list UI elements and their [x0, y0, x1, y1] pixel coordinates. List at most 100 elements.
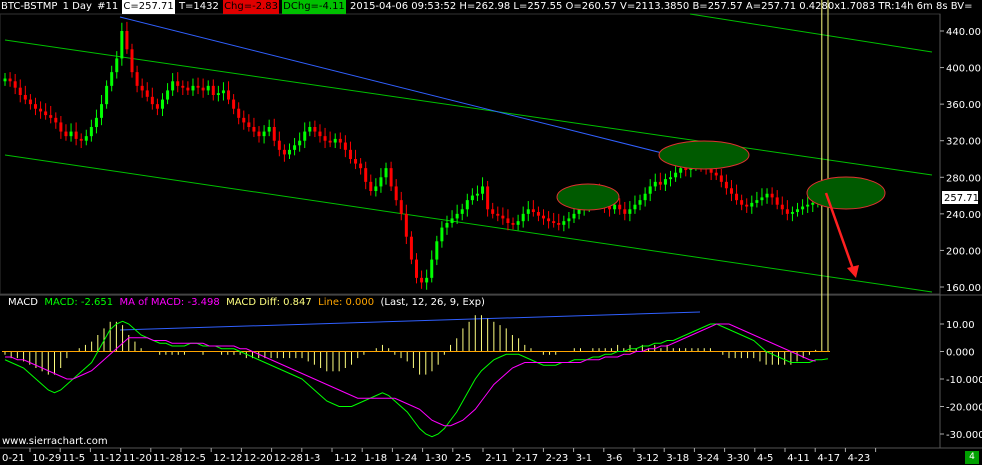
candle-body [18, 87, 22, 95]
macd-tick-label: -30.000 [946, 430, 982, 441]
time-tick-label: 3-18 [666, 453, 689, 464]
candle-body [475, 193, 479, 196]
candle-body [176, 81, 180, 86]
candle-body [618, 204, 622, 210]
watermark: www.sierrachart.com [2, 436, 108, 447]
candle-body [216, 93, 220, 95]
candle-body [181, 85, 185, 88]
period-label: 1 Day [62, 1, 92, 12]
candle-body [115, 58, 119, 73]
candle-body [409, 236, 413, 260]
candle-body [643, 193, 647, 201]
macd-legend: MACD MACD: -2.651 MA of MACD: -3.498 MAC… [8, 297, 485, 308]
time-tick-label: 1-18 [364, 453, 387, 464]
time-tick-label: 2-23 [546, 453, 569, 464]
candle-body [790, 212, 794, 214]
candle-body [470, 195, 474, 201]
candle-body [44, 111, 48, 116]
candle-body [755, 200, 759, 203]
candlestick-series [3, 21, 830, 290]
candle-body [262, 131, 266, 137]
candle-body [333, 138, 337, 143]
candle-body [303, 131, 307, 141]
candle-body [491, 209, 495, 214]
candle-body [770, 193, 774, 198]
candle-body [33, 104, 37, 109]
candle-body [623, 209, 627, 214]
time-tick-label: 0-21 [2, 453, 25, 464]
last-price-box: C=257.71 [122, 0, 175, 14]
candle-body [145, 90, 149, 97]
candle-body [572, 213, 576, 219]
chart-header: BTC-BSTMP 1 Day #11 C=257.71 T=1432 Chg=… [0, 0, 974, 14]
candle-body [130, 49, 134, 73]
candle-body [23, 95, 27, 100]
candle-body [160, 99, 164, 109]
ma-value: MA of MACD: -3.498 [119, 297, 220, 308]
candle-body [293, 145, 297, 150]
time-tick-label: 12-5 [183, 453, 206, 464]
candle-body [460, 209, 464, 214]
candle-body [663, 179, 667, 185]
time-axis: 0-21 10-29 11-5 11-12 11-20 11-28 12-5 12-12 12-… [2, 448, 877, 464]
time-tick-label: 2-5 [455, 453, 471, 464]
time-tick-label: 3-12 [636, 453, 659, 464]
candle-body [801, 206, 805, 210]
candle-body [282, 149, 286, 155]
candle-body [719, 175, 723, 182]
candle-body [729, 188, 733, 194]
candle-body [516, 221, 520, 225]
time-tick-label: 1-12 [334, 453, 357, 464]
candle-body [562, 221, 566, 225]
projection-arrow [824, 192, 856, 273]
candle-body [440, 227, 444, 242]
time-tick-label: 3-1 [576, 453, 592, 464]
candle-body [567, 218, 571, 222]
candle-body [714, 172, 718, 176]
candle-body [100, 104, 104, 118]
candle-body [105, 85, 109, 105]
candle-body [526, 209, 530, 214]
price-tick-label: 440.00 [946, 27, 981, 38]
macd-value: MACD: -2.651 [44, 297, 114, 308]
time-tick-label: 1-3 [304, 453, 320, 464]
candle-body [633, 204, 637, 210]
candle-body [267, 127, 271, 132]
candle-body [64, 131, 68, 137]
time-tick-label: 10-29 [32, 453, 61, 464]
candle-body [658, 181, 662, 185]
candle-body [186, 87, 190, 91]
candle-body [669, 177, 673, 180]
macd-diff-histogram [4, 0, 829, 375]
day-change-box: DChg=-4.11 [282, 0, 346, 14]
candle-body [501, 215, 505, 219]
macd-name: MACD [8, 297, 38, 308]
candle-body [49, 115, 53, 118]
candle-body [227, 90, 231, 100]
candle-body [465, 200, 469, 210]
candle-body [166, 90, 170, 100]
candle-body [323, 136, 327, 141]
candle-body [547, 218, 551, 222]
channel-lower-line [4, 154, 933, 293]
candle-body [298, 140, 302, 146]
time-tick-label: 11-12 [93, 453, 122, 464]
candle-body [343, 142, 347, 150]
candle-body [780, 204, 784, 210]
candle-body [359, 163, 363, 169]
candle-body [369, 181, 373, 191]
price-tick-label: 240.00 [946, 210, 981, 221]
candle-body [724, 181, 728, 189]
candle-body [740, 200, 744, 205]
candle-body [247, 122, 251, 127]
projection-arrowhead [847, 265, 859, 278]
time-tick-label: 2-11 [485, 453, 508, 464]
corner-badge[interactable]: 4 [965, 451, 979, 464]
candle-body [171, 81, 175, 91]
candle-body [608, 206, 612, 210]
price-axis: 440.00 400.00 360.00 320.00 280.00 240.00 200.… [940, 27, 981, 294]
candle-body [542, 215, 546, 219]
candle-body [481, 186, 485, 194]
macd-trendline-blue [119, 311, 701, 331]
candle-body [84, 136, 88, 141]
